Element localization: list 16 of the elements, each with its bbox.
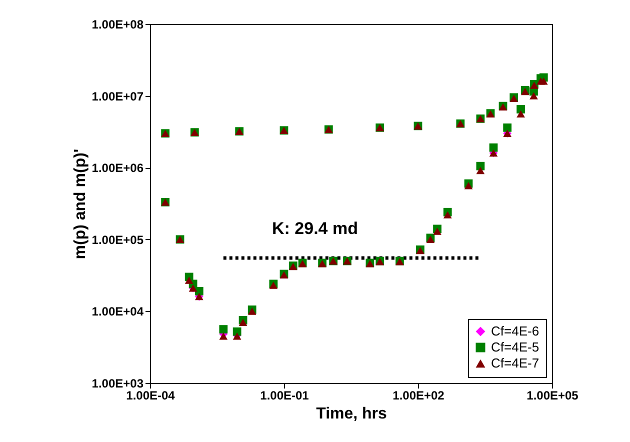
x-tick-label: 1.00E-04 bbox=[126, 388, 176, 402]
x-tick-label: 1.00E-01 bbox=[260, 388, 310, 402]
y-axis-title: m(p) and m(p)' bbox=[72, 148, 89, 260]
legend-label: Cf=4E-6 bbox=[491, 324, 540, 338]
y-tick-label: 1.00E+07 bbox=[92, 89, 144, 104]
legend-label: Cf=4E-5 bbox=[491, 340, 540, 354]
y-tick-label: 1.00E+03 bbox=[92, 376, 144, 390]
y-tick-label: 1.00E+04 bbox=[92, 304, 144, 319]
annotation: K: 29.4 md bbox=[272, 219, 358, 238]
y-tick-label: 1.00E+05 bbox=[92, 232, 144, 247]
x-axis-title: Time, hrs bbox=[316, 406, 388, 422]
x-tick-label: 1.00E+05 bbox=[526, 388, 579, 402]
y-tick-label: 1.00E+06 bbox=[92, 161, 144, 176]
y-tick-label: 1.00E+08 bbox=[92, 18, 144, 32]
legend-label: Cf=4E-7 bbox=[491, 356, 540, 370]
x-tick-label: 1.00E+02 bbox=[392, 388, 445, 402]
